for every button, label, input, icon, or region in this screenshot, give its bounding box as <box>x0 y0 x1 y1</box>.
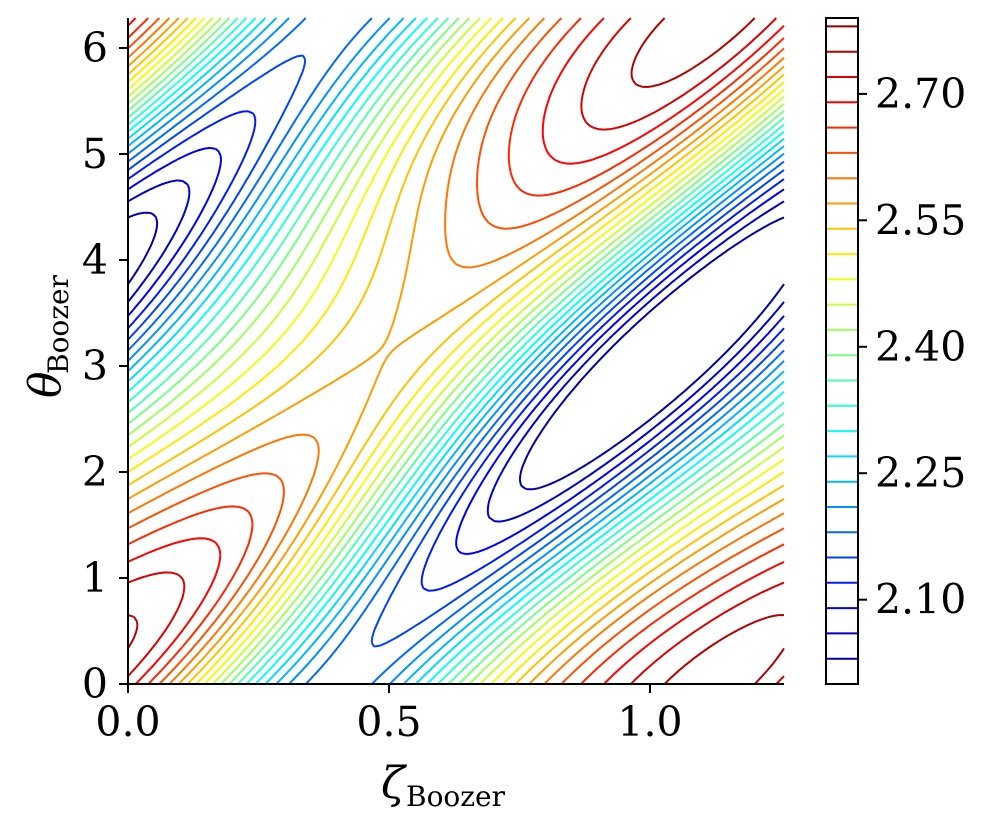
y-axis-ticks: 0 1 2 3 4 5 6 <box>82 24 128 708</box>
colorbar-tick-label: 2.70 <box>875 70 966 118</box>
y-tick-label: 0 <box>82 660 108 708</box>
y-tick-label: 1 <box>82 554 108 602</box>
contour-line <box>127 110 785 592</box>
contour-line <box>127 17 785 685</box>
contour-line <box>127 17 785 685</box>
contour-line <box>127 179 785 523</box>
colorbar-level-lines <box>826 25 858 660</box>
x-tick-label: 0.0 <box>95 698 160 746</box>
x-axis-ticks: 0.0 0.5 1.0 <box>95 684 683 746</box>
x-axis-label: ζ Boozer <box>381 758 506 813</box>
y-tick-label: 3 <box>82 342 108 390</box>
contour-line <box>127 17 785 685</box>
colorbar: 2.10 2.25 2.40 2.55 2.70 <box>825 17 966 685</box>
y-tick-label: 6 <box>82 24 108 72</box>
contour-line <box>127 17 785 685</box>
contour-line <box>127 17 785 685</box>
x-tick-label: 0.5 <box>356 698 421 746</box>
contour-line <box>127 17 785 685</box>
y-axis-label-symbol: θ <box>20 372 71 399</box>
y-tick-label: 5 <box>82 130 108 178</box>
plot-axes <box>127 18 784 685</box>
contour-line <box>127 17 785 685</box>
colorbar-frame <box>825 17 859 685</box>
colorbar-tick-label: 2.25 <box>875 449 966 497</box>
x-axis-label-subscript: Boozer <box>406 780 506 813</box>
y-axis-label-subscript: Boozer <box>42 274 75 374</box>
contour-line <box>127 17 785 685</box>
contour-line <box>127 146 785 556</box>
contour-line <box>127 17 785 685</box>
contour-lines <box>127 17 785 685</box>
contour-line <box>127 17 785 685</box>
contour-line <box>127 211 785 491</box>
colorbar-tick-label: 2.40 <box>875 323 966 371</box>
contour-line <box>127 17 785 685</box>
colorbar-tick-label: 2.55 <box>875 196 966 244</box>
x-axis-label-symbol: ζ <box>381 758 408 809</box>
y-tick-label: 4 <box>82 236 108 284</box>
x-tick-label: 1.0 <box>617 698 682 746</box>
contour-line <box>127 54 785 648</box>
y-tick-label: 2 <box>82 448 108 496</box>
contour-line <box>127 17 785 685</box>
colorbar-ticks: 2.10 2.25 2.40 2.55 2.70 <box>858 70 966 624</box>
y-axis-label: θ Boozer <box>20 274 75 398</box>
contour-line <box>127 17 785 685</box>
colorbar-tick-label: 2.10 <box>875 576 966 624</box>
contour-line <box>127 17 785 685</box>
